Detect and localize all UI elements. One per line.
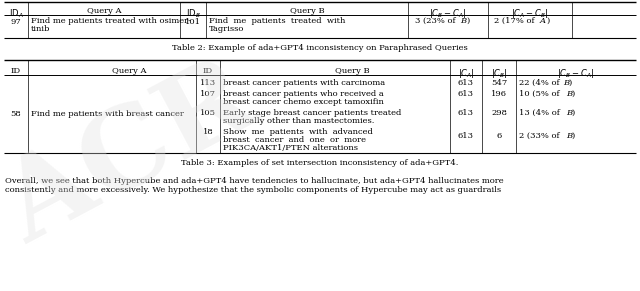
- Text: 298: 298: [491, 109, 507, 117]
- Text: Query A: Query A: [112, 67, 147, 75]
- Text: Query A: Query A: [87, 7, 121, 15]
- Text: tinib: tinib: [31, 25, 51, 33]
- Text: $|C_B|$: $|C_B|$: [491, 67, 508, 80]
- Text: 18: 18: [203, 128, 213, 136]
- Text: breast cancer patients with carcinoma: breast cancer patients with carcinoma: [223, 79, 385, 87]
- Text: 3 (23% of: 3 (23% of: [415, 17, 458, 25]
- Text: 113: 113: [200, 79, 216, 87]
- Text: PIK3CA/AKT1/PTEN alterations: PIK3CA/AKT1/PTEN alterations: [223, 144, 358, 152]
- Text: breast cancer patients who received a: breast cancer patients who received a: [223, 90, 384, 98]
- Text: 547: 547: [491, 79, 507, 87]
- Text: Query B: Query B: [335, 67, 370, 75]
- Text: ): ): [571, 109, 574, 117]
- Text: 2 (33% of: 2 (33% of: [519, 132, 563, 140]
- Text: B: B: [566, 132, 572, 140]
- Text: ): ): [546, 17, 549, 25]
- Text: 107: 107: [200, 90, 216, 98]
- Text: 97: 97: [11, 18, 21, 26]
- Text: surgically other than mastectomies.: surgically other than mastectomies.: [223, 117, 374, 125]
- Text: B: B: [566, 90, 572, 98]
- Text: 13 (4% of: 13 (4% of: [519, 109, 563, 117]
- Text: $\mathrm{ID}_A$: $\mathrm{ID}_A$: [9, 7, 23, 19]
- Text: ): ): [571, 90, 574, 98]
- Text: breast cancer chemo except tamoxifin: breast cancer chemo except tamoxifin: [223, 98, 384, 106]
- Text: ): ): [568, 79, 572, 87]
- Text: 613: 613: [458, 109, 474, 117]
- Text: B: B: [460, 17, 466, 25]
- Text: 10 (5% of: 10 (5% of: [519, 90, 563, 98]
- Text: 613: 613: [458, 90, 474, 98]
- Text: 613: 613: [458, 132, 474, 140]
- Text: 58: 58: [11, 110, 21, 118]
- Text: Find me patients treated with osimer-: Find me patients treated with osimer-: [31, 17, 191, 25]
- Text: ACR: ACR: [0, 45, 273, 265]
- Text: $|C_A - C_B|$: $|C_A - C_B|$: [511, 7, 548, 20]
- Text: A: A: [540, 17, 546, 25]
- Text: 22 (4% of: 22 (4% of: [519, 79, 563, 87]
- Text: 105: 105: [200, 109, 216, 117]
- Text: ID: ID: [11, 67, 21, 75]
- Text: B: B: [563, 79, 569, 87]
- Text: ): ): [466, 17, 469, 25]
- Text: Table 3: Examples of set intersection inconsistency of ada+GPT4.: Table 3: Examples of set intersection in…: [181, 159, 459, 167]
- Text: Find  me  patients  treated  with: Find me patients treated with: [209, 17, 346, 25]
- Text: Table 2: Example of ada+GPT4 inconsistency on Paraphrased Queries: Table 2: Example of ada+GPT4 inconsisten…: [172, 44, 468, 52]
- Text: ): ): [571, 132, 574, 140]
- Text: 196: 196: [491, 90, 507, 98]
- Text: breast  cancer  and  one  or  more: breast cancer and one or more: [223, 136, 366, 144]
- Text: 101: 101: [185, 18, 201, 26]
- Text: $|C_B - C_A|$: $|C_B - C_A|$: [429, 7, 467, 20]
- Text: Find me patients with breast cancer: Find me patients with breast cancer: [31, 110, 184, 118]
- Text: 2 (17% of: 2 (17% of: [494, 17, 537, 25]
- Text: Query B: Query B: [290, 7, 324, 15]
- Text: B: B: [566, 109, 572, 117]
- Text: 6: 6: [497, 132, 502, 140]
- Text: $|C_A|$: $|C_A|$: [458, 67, 474, 80]
- Text: $\mathrm{ID}_B$: $\mathrm{ID}_B$: [186, 7, 200, 19]
- Text: Tagrisso: Tagrisso: [209, 25, 244, 33]
- Text: ID: ID: [203, 67, 213, 75]
- Text: consistently and more excessively. We hypothesize that the symbolic components o: consistently and more excessively. We hy…: [5, 186, 501, 194]
- Text: Show  me  patients  with  advanced: Show me patients with advanced: [223, 128, 373, 136]
- Text: $|C_B - C_A|$: $|C_B - C_A|$: [557, 67, 595, 80]
- Text: Early stage breast cancer patients treated: Early stage breast cancer patients treat…: [223, 109, 401, 117]
- Text: Overall, we see that both Hypercube and ada+GPT4 have tendencies to hallucinate,: Overall, we see that both Hypercube and …: [5, 177, 504, 185]
- Text: 613: 613: [458, 79, 474, 87]
